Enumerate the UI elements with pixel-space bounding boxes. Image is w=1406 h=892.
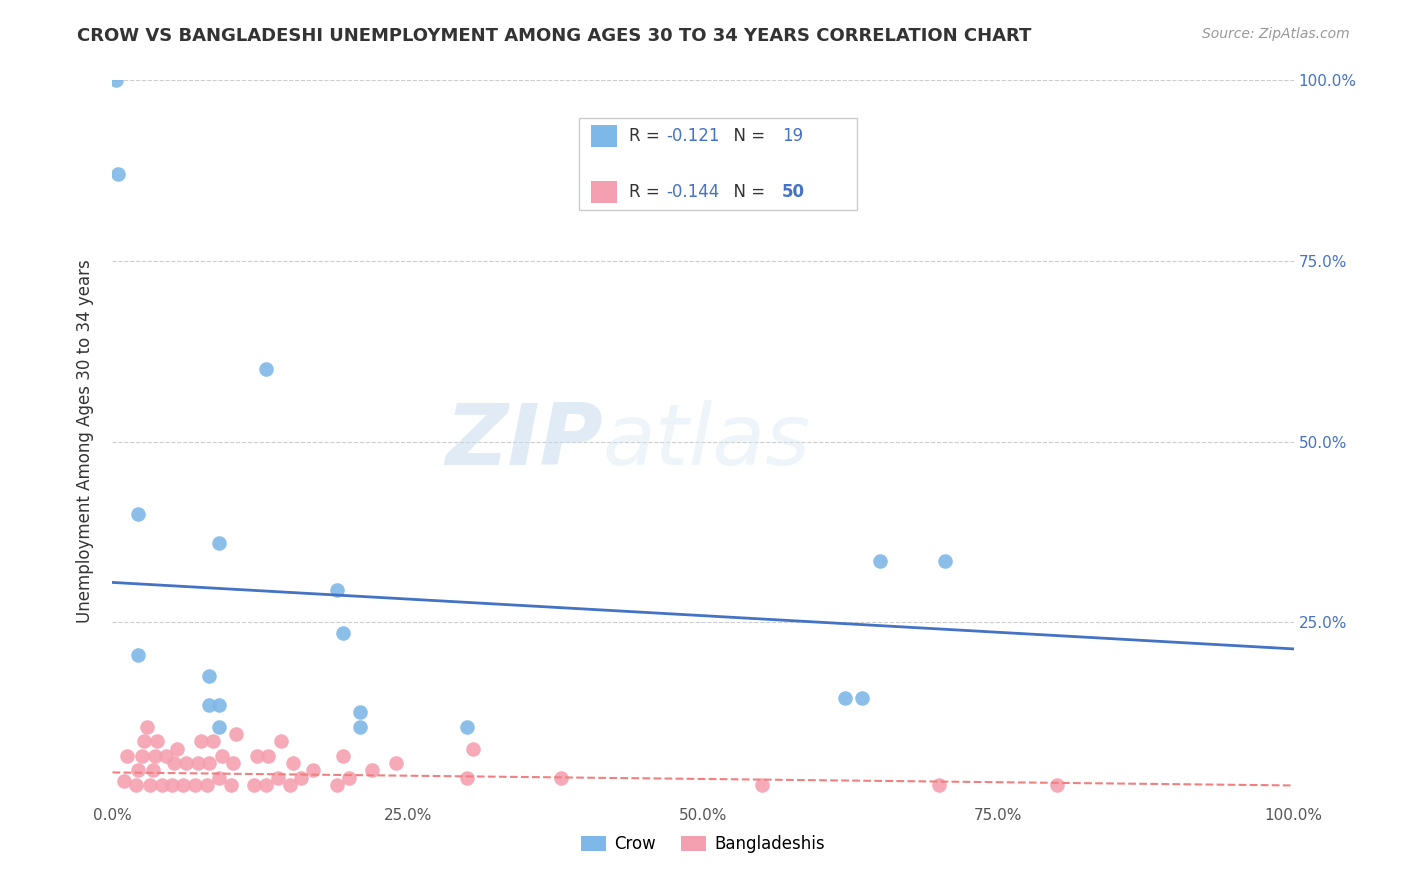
Text: ZIP: ZIP (444, 400, 603, 483)
Point (105, 73, 128, 87)
Text: N =: N = (723, 127, 770, 145)
Point (283, 756, 305, 770)
Point (349, 706, 371, 720)
Point (208, 535, 231, 549)
Point (332, 626, 354, 640)
Point (166, 741, 188, 756)
Point (257, 748, 280, 763)
Point (131, 748, 153, 763)
Point (186, 756, 208, 770)
Point (112, 774, 135, 789)
Point (869, 554, 891, 568)
Point (461, 741, 484, 756)
Point (198, 698, 221, 713)
Point (267, 771, 290, 785)
Point (1046, 778, 1069, 792)
Point (127, 648, 149, 662)
Legend: Crow, Bangladeshis: Crow, Bangladeshis (574, 828, 832, 860)
Text: atlas: atlas (603, 400, 811, 483)
Point (115, 748, 138, 763)
Point (142, 764, 165, 778)
Text: R =: R = (628, 127, 665, 145)
Point (219, 778, 242, 792)
FancyBboxPatch shape (591, 181, 617, 203)
Point (208, 771, 231, 785)
Point (302, 764, 325, 778)
Point (143, 748, 166, 763)
Point (107, 167, 129, 181)
Text: N =: N = (723, 183, 770, 202)
Point (208, 720, 231, 734)
Text: 50: 50 (782, 183, 806, 202)
Point (184, 778, 207, 792)
Point (163, 756, 186, 770)
Point (127, 507, 149, 521)
Point (337, 771, 360, 785)
Point (146, 734, 169, 748)
Point (127, 764, 149, 778)
Point (326, 778, 349, 792)
Point (134, 734, 156, 748)
Point (254, 778, 277, 792)
Point (290, 771, 312, 785)
Point (155, 748, 177, 763)
Text: -0.121: -0.121 (666, 127, 720, 145)
Point (201, 734, 224, 748)
Point (928, 778, 950, 792)
Point (361, 764, 384, 778)
Point (222, 756, 245, 770)
Point (550, 771, 572, 785)
Point (150, 778, 173, 792)
Point (278, 778, 301, 792)
Point (135, 720, 157, 734)
Point (332, 748, 354, 763)
Text: Source: ZipAtlas.com: Source: ZipAtlas.com (1202, 27, 1350, 41)
Point (270, 734, 292, 748)
FancyBboxPatch shape (591, 125, 617, 147)
Point (934, 554, 956, 568)
Point (385, 756, 408, 770)
Point (751, 778, 773, 792)
Text: -0.144: -0.144 (666, 183, 720, 202)
Point (125, 778, 148, 792)
Point (172, 778, 194, 792)
Point (198, 756, 221, 770)
Point (245, 748, 267, 763)
Point (326, 582, 349, 597)
Text: 19: 19 (782, 127, 803, 145)
Point (254, 362, 277, 376)
Point (225, 727, 247, 741)
Point (174, 756, 197, 770)
Point (243, 778, 266, 792)
Point (851, 691, 873, 706)
Y-axis label: Unemployment Among Ages 30 to 34 years: Unemployment Among Ages 30 to 34 years (76, 260, 94, 624)
Point (456, 720, 478, 734)
Point (190, 734, 212, 748)
Point (834, 691, 856, 706)
Point (208, 698, 231, 713)
Point (160, 778, 183, 792)
Point (195, 778, 218, 792)
Text: CROW VS BANGLADESHI UNEMPLOYMENT AMONG AGES 30 TO 34 YEARS CORRELATION CHART: CROW VS BANGLADESHI UNEMPLOYMENT AMONG A… (77, 27, 1032, 45)
Point (139, 778, 162, 792)
Point (211, 748, 233, 763)
Point (349, 720, 371, 734)
Text: R =: R = (628, 183, 665, 202)
Point (198, 669, 221, 683)
Point (456, 771, 478, 785)
FancyBboxPatch shape (579, 118, 856, 211)
